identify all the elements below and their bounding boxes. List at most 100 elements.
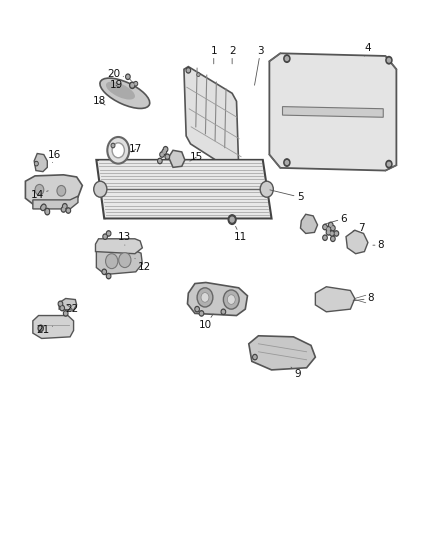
Circle shape <box>65 312 67 314</box>
Circle shape <box>102 269 106 274</box>
Circle shape <box>46 211 48 213</box>
Polygon shape <box>33 196 78 209</box>
Text: 3: 3 <box>254 46 264 85</box>
Polygon shape <box>184 67 239 171</box>
Circle shape <box>163 147 168 152</box>
Polygon shape <box>33 316 74 338</box>
Circle shape <box>253 354 257 360</box>
Polygon shape <box>283 107 383 117</box>
Circle shape <box>160 152 164 157</box>
Circle shape <box>159 160 161 162</box>
Polygon shape <box>34 154 47 172</box>
Circle shape <box>165 154 170 159</box>
Circle shape <box>107 137 129 164</box>
Circle shape <box>331 236 335 241</box>
Circle shape <box>196 308 198 310</box>
Circle shape <box>127 76 129 78</box>
Circle shape <box>284 55 290 62</box>
Text: 8: 8 <box>373 240 385 250</box>
Polygon shape <box>25 175 82 206</box>
Circle shape <box>58 301 63 306</box>
Polygon shape <box>300 214 318 233</box>
Text: 5: 5 <box>270 190 304 202</box>
Circle shape <box>332 238 334 240</box>
Circle shape <box>327 231 330 233</box>
Circle shape <box>130 82 135 88</box>
Circle shape <box>200 312 202 314</box>
Circle shape <box>161 154 163 156</box>
Text: 15: 15 <box>190 152 203 162</box>
Circle shape <box>60 305 64 311</box>
Circle shape <box>63 204 67 209</box>
Circle shape <box>166 156 168 158</box>
Text: 9: 9 <box>291 367 301 379</box>
Circle shape <box>254 356 256 358</box>
Text: 22: 22 <box>66 304 79 314</box>
Circle shape <box>197 73 200 76</box>
Circle shape <box>107 232 110 235</box>
Polygon shape <box>169 150 185 167</box>
Text: 21: 21 <box>36 326 53 335</box>
Circle shape <box>103 271 105 273</box>
Circle shape <box>103 234 107 239</box>
Circle shape <box>112 143 124 158</box>
Circle shape <box>260 181 273 197</box>
Circle shape <box>35 163 37 165</box>
Circle shape <box>45 208 49 214</box>
Text: 13: 13 <box>118 232 131 245</box>
Circle shape <box>199 311 204 316</box>
Circle shape <box>35 184 44 195</box>
Circle shape <box>329 224 332 227</box>
Circle shape <box>38 325 43 332</box>
Circle shape <box>223 290 239 309</box>
Circle shape <box>41 205 45 211</box>
Text: 10: 10 <box>199 314 213 330</box>
Circle shape <box>112 144 114 147</box>
Circle shape <box>328 222 333 228</box>
Text: 2: 2 <box>229 46 236 64</box>
Circle shape <box>186 68 191 73</box>
Polygon shape <box>96 251 142 274</box>
Circle shape <box>195 306 199 312</box>
Polygon shape <box>346 230 368 254</box>
Circle shape <box>106 254 118 269</box>
Ellipse shape <box>100 78 150 108</box>
Circle shape <box>134 82 138 86</box>
Circle shape <box>323 235 327 240</box>
Circle shape <box>285 57 288 60</box>
Text: 18: 18 <box>93 96 106 106</box>
Text: 16: 16 <box>48 150 61 163</box>
Circle shape <box>66 208 71 213</box>
Circle shape <box>284 159 290 166</box>
Circle shape <box>62 208 65 211</box>
Circle shape <box>230 217 234 222</box>
Circle shape <box>61 307 63 309</box>
Circle shape <box>158 158 162 164</box>
Circle shape <box>336 232 338 235</box>
Text: 1: 1 <box>210 46 217 64</box>
Polygon shape <box>249 336 315 370</box>
Text: 14: 14 <box>31 190 48 199</box>
Circle shape <box>107 275 110 277</box>
Circle shape <box>323 224 327 230</box>
Circle shape <box>111 143 115 148</box>
Circle shape <box>227 295 235 304</box>
Polygon shape <box>269 53 396 171</box>
Circle shape <box>222 310 224 313</box>
Circle shape <box>64 311 68 316</box>
Circle shape <box>324 226 326 229</box>
Circle shape <box>331 232 333 235</box>
Circle shape <box>386 160 392 168</box>
Circle shape <box>42 204 46 209</box>
Circle shape <box>330 231 334 236</box>
Circle shape <box>106 231 111 236</box>
Circle shape <box>164 148 166 150</box>
Polygon shape <box>59 298 77 310</box>
Text: 12: 12 <box>135 259 151 271</box>
Circle shape <box>285 161 288 164</box>
Circle shape <box>187 69 189 71</box>
Text: 4: 4 <box>364 43 371 56</box>
Circle shape <box>327 228 330 231</box>
Circle shape <box>135 83 137 85</box>
Text: 19: 19 <box>110 80 123 90</box>
